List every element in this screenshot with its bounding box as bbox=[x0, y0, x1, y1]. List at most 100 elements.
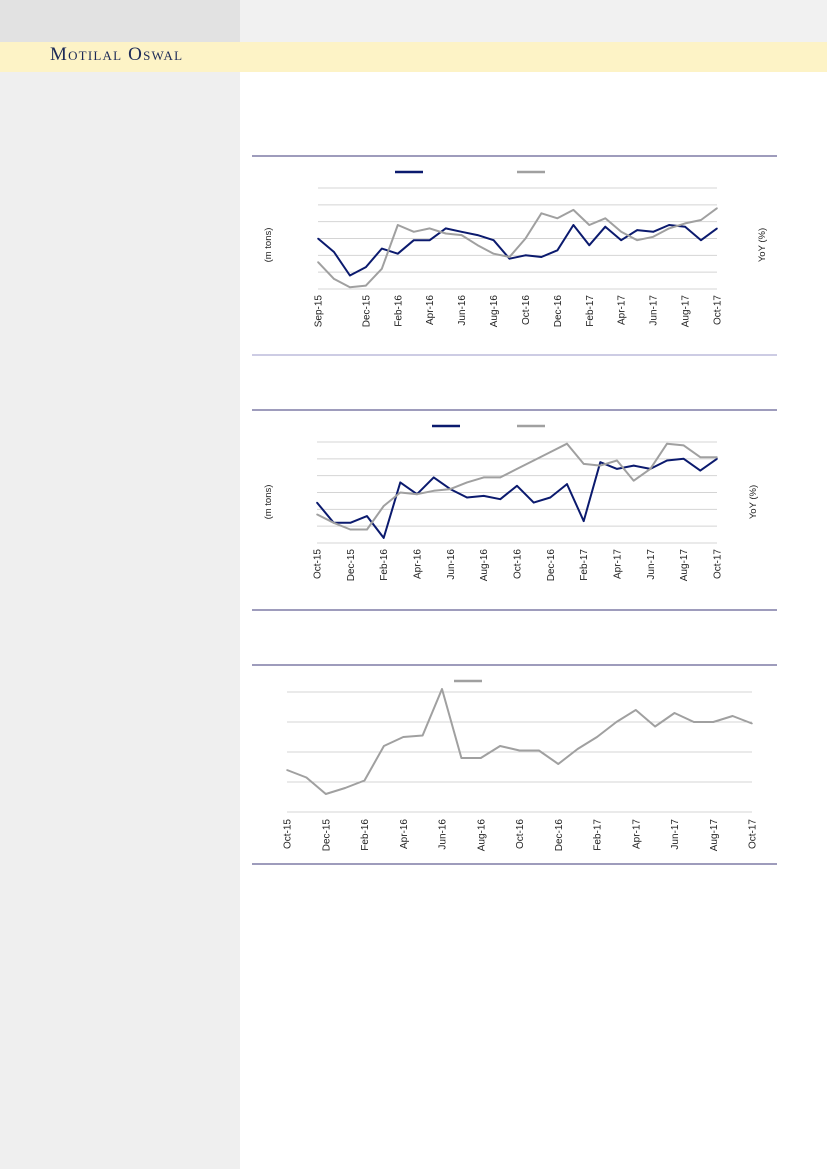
chart-1-series-1-point bbox=[492, 239, 495, 241]
chart-3-x-tick-label: Apr-17 bbox=[631, 819, 642, 849]
chart-1-x-tick-label: Feb-17 bbox=[585, 295, 596, 327]
chart-2-series-1-point bbox=[699, 469, 702, 472]
chart-1-series-1-point bbox=[620, 239, 622, 241]
chart-1-svg: (m tons) YoY (%) Sep-15 Dec-15 Feb-16 Apr-1… bbox=[252, 155, 777, 356]
chart-1-series-2-point bbox=[317, 261, 319, 263]
chart-2-svg: (m tons) YoY (%) Oct-15 Dec-15 Feb-16 Apr-1… bbox=[252, 409, 777, 611]
chart-2-series-2-point bbox=[682, 444, 685, 447]
chart-2-series-2-point bbox=[516, 468, 518, 470]
chart-2-x-tick-label: Feb-16 bbox=[379, 549, 390, 581]
chart-2-series-1-point bbox=[399, 481, 402, 484]
chart-1-series-2-point bbox=[508, 256, 511, 258]
chart-3-series-1-point bbox=[421, 734, 424, 737]
chart-2-x-tick-label: Oct-17 bbox=[713, 549, 724, 579]
chart-2-series-2-point bbox=[632, 479, 635, 482]
chart-1-x-tick-label: Dec-15 bbox=[361, 295, 372, 328]
chart-2-series-2-point bbox=[582, 463, 585, 465]
chart-2-series-2-point bbox=[349, 528, 352, 531]
chart-1-series-1-point bbox=[349, 274, 351, 277]
brand-logo-text: Motilal Oswal bbox=[50, 44, 184, 65]
chart-1-series-1-point bbox=[460, 231, 463, 233]
chart-3-series-1-point bbox=[751, 722, 753, 725]
chart-3-x-tick-label: Jun-16 bbox=[438, 819, 449, 850]
chart-3-series-1-point bbox=[383, 745, 385, 747]
chart-3-series-1-point bbox=[480, 757, 482, 759]
chart-1-series-1-point bbox=[684, 225, 686, 228]
chart-1-x-tick-label: Oct-17 bbox=[713, 295, 724, 325]
chart-1-series-2-point bbox=[668, 227, 670, 230]
chart-1-x-tick-label: Jun-17 bbox=[649, 295, 660, 326]
chart-3-x-tick-label: Dec-16 bbox=[554, 819, 565, 852]
chart-1-series-1-point bbox=[381, 247, 383, 250]
chart-2-series-2-point bbox=[499, 476, 502, 479]
chart-1-series-2-line bbox=[317, 207, 718, 289]
chart-1-x-tick-label: Jun-16 bbox=[457, 295, 468, 326]
chart-2-series-2-point bbox=[699, 456, 702, 458]
chart-1-series-2-point bbox=[365, 284, 367, 287]
chart-3-series-1-point bbox=[305, 776, 308, 779]
chart-2-series-2-point bbox=[599, 464, 602, 467]
chart-1-series-2-point bbox=[524, 237, 527, 240]
chart-2-x-tick-label: Jun-16 bbox=[446, 549, 457, 580]
chart-3-series-1-point bbox=[673, 712, 676, 714]
chart-2-block: (m tons) YoY (%) Oct-15 Dec-15 Feb-16 Apr-1… bbox=[252, 409, 777, 612]
chart-2-series-2-point bbox=[716, 456, 718, 458]
chart-1-series-1-point bbox=[636, 229, 638, 231]
chart-1-series-2-point bbox=[604, 217, 607, 220]
chart-1-series-2-point bbox=[540, 212, 543, 215]
chart-2-lines bbox=[316, 442, 718, 539]
chart-2-series-2-point bbox=[382, 505, 385, 507]
chart-2-series-2-point bbox=[432, 490, 435, 492]
chart-1-series-1-point bbox=[588, 244, 591, 246]
chart-1-series-1-point bbox=[652, 231, 654, 233]
chart-2-x-tick-label: Apr-17 bbox=[613, 549, 624, 579]
chart-1-series-2-point bbox=[492, 252, 495, 255]
chart-1-series-1-point bbox=[428, 239, 431, 241]
chart-3-x-tick-label: Feb-16 bbox=[360, 819, 371, 851]
chart-2-series-1-point bbox=[432, 476, 435, 479]
chart-1-series-2-point bbox=[428, 227, 431, 230]
chart-3-x-tick-label: Aug-16 bbox=[476, 819, 487, 852]
chart-1-series-1-point bbox=[524, 254, 527, 257]
chart-2-series-2-point bbox=[616, 459, 618, 462]
chart-3-series-1-point bbox=[499, 745, 501, 747]
chart-1-series-2-point bbox=[636, 239, 638, 241]
chart-2-series-2-point bbox=[482, 476, 485, 479]
chart-1-series-2-point bbox=[572, 209, 575, 211]
chart-3-series-1-point bbox=[325, 793, 327, 795]
chart-2-right-axis-label: YoY (%) bbox=[748, 485, 759, 519]
chart-3-series-1-point bbox=[712, 721, 715, 723]
chart-2-x-tick-label: Apr-16 bbox=[413, 549, 424, 579]
chart-2-series-2-point bbox=[566, 442, 568, 445]
chart-1-series-1-point bbox=[413, 239, 415, 241]
chart-3-series-1-point bbox=[402, 736, 405, 738]
chart-1-series-2-point bbox=[413, 231, 415, 233]
chart-3-series-1-point bbox=[441, 688, 443, 690]
chart-2-series-1-point bbox=[566, 483, 568, 485]
chart-2-series-1-point bbox=[632, 464, 635, 467]
chart-3-series-1-point bbox=[518, 749, 521, 752]
chart-2-x-tick-label: Oct-16 bbox=[513, 549, 524, 579]
chart-1-series-2-point bbox=[460, 234, 463, 236]
chart-3-grid bbox=[287, 691, 752, 813]
chart-3-series-1-point bbox=[576, 748, 579, 750]
chart-2-series-1-point bbox=[532, 501, 535, 504]
chart-1-series-2-point bbox=[333, 278, 335, 280]
chart-2-series-1-point bbox=[316, 501, 318, 504]
chart-1-series-1-point bbox=[700, 239, 702, 241]
chart-2-x-tick-label: Dec-15 bbox=[346, 549, 357, 582]
chart-2-series-2-point bbox=[332, 522, 335, 524]
chart-1-series-1-point bbox=[365, 266, 367, 268]
chart-2-series-1-point bbox=[499, 498, 502, 500]
chart-2-x-tick-label: Oct-15 bbox=[313, 549, 324, 579]
chart-2-series-1-point bbox=[549, 496, 552, 499]
chart-3-x-tick-label: Feb-17 bbox=[593, 819, 604, 851]
chart-2-grid bbox=[317, 441, 717, 544]
chart-1-series-2-point bbox=[716, 207, 718, 209]
chart-1-x-tick-label: Apr-17 bbox=[617, 295, 628, 325]
chart-1-series-1-point bbox=[668, 224, 670, 226]
chart-3-series-1-point bbox=[538, 749, 540, 752]
chart-1-left-axis-label: (m tons) bbox=[263, 228, 274, 263]
chart-3-tick-labels: Oct-15 Dec-15 Feb-16 Apr-16 Jun-16 Aug-16 Oct-… bbox=[283, 819, 759, 852]
chart-3-series-1-point bbox=[286, 769, 288, 771]
